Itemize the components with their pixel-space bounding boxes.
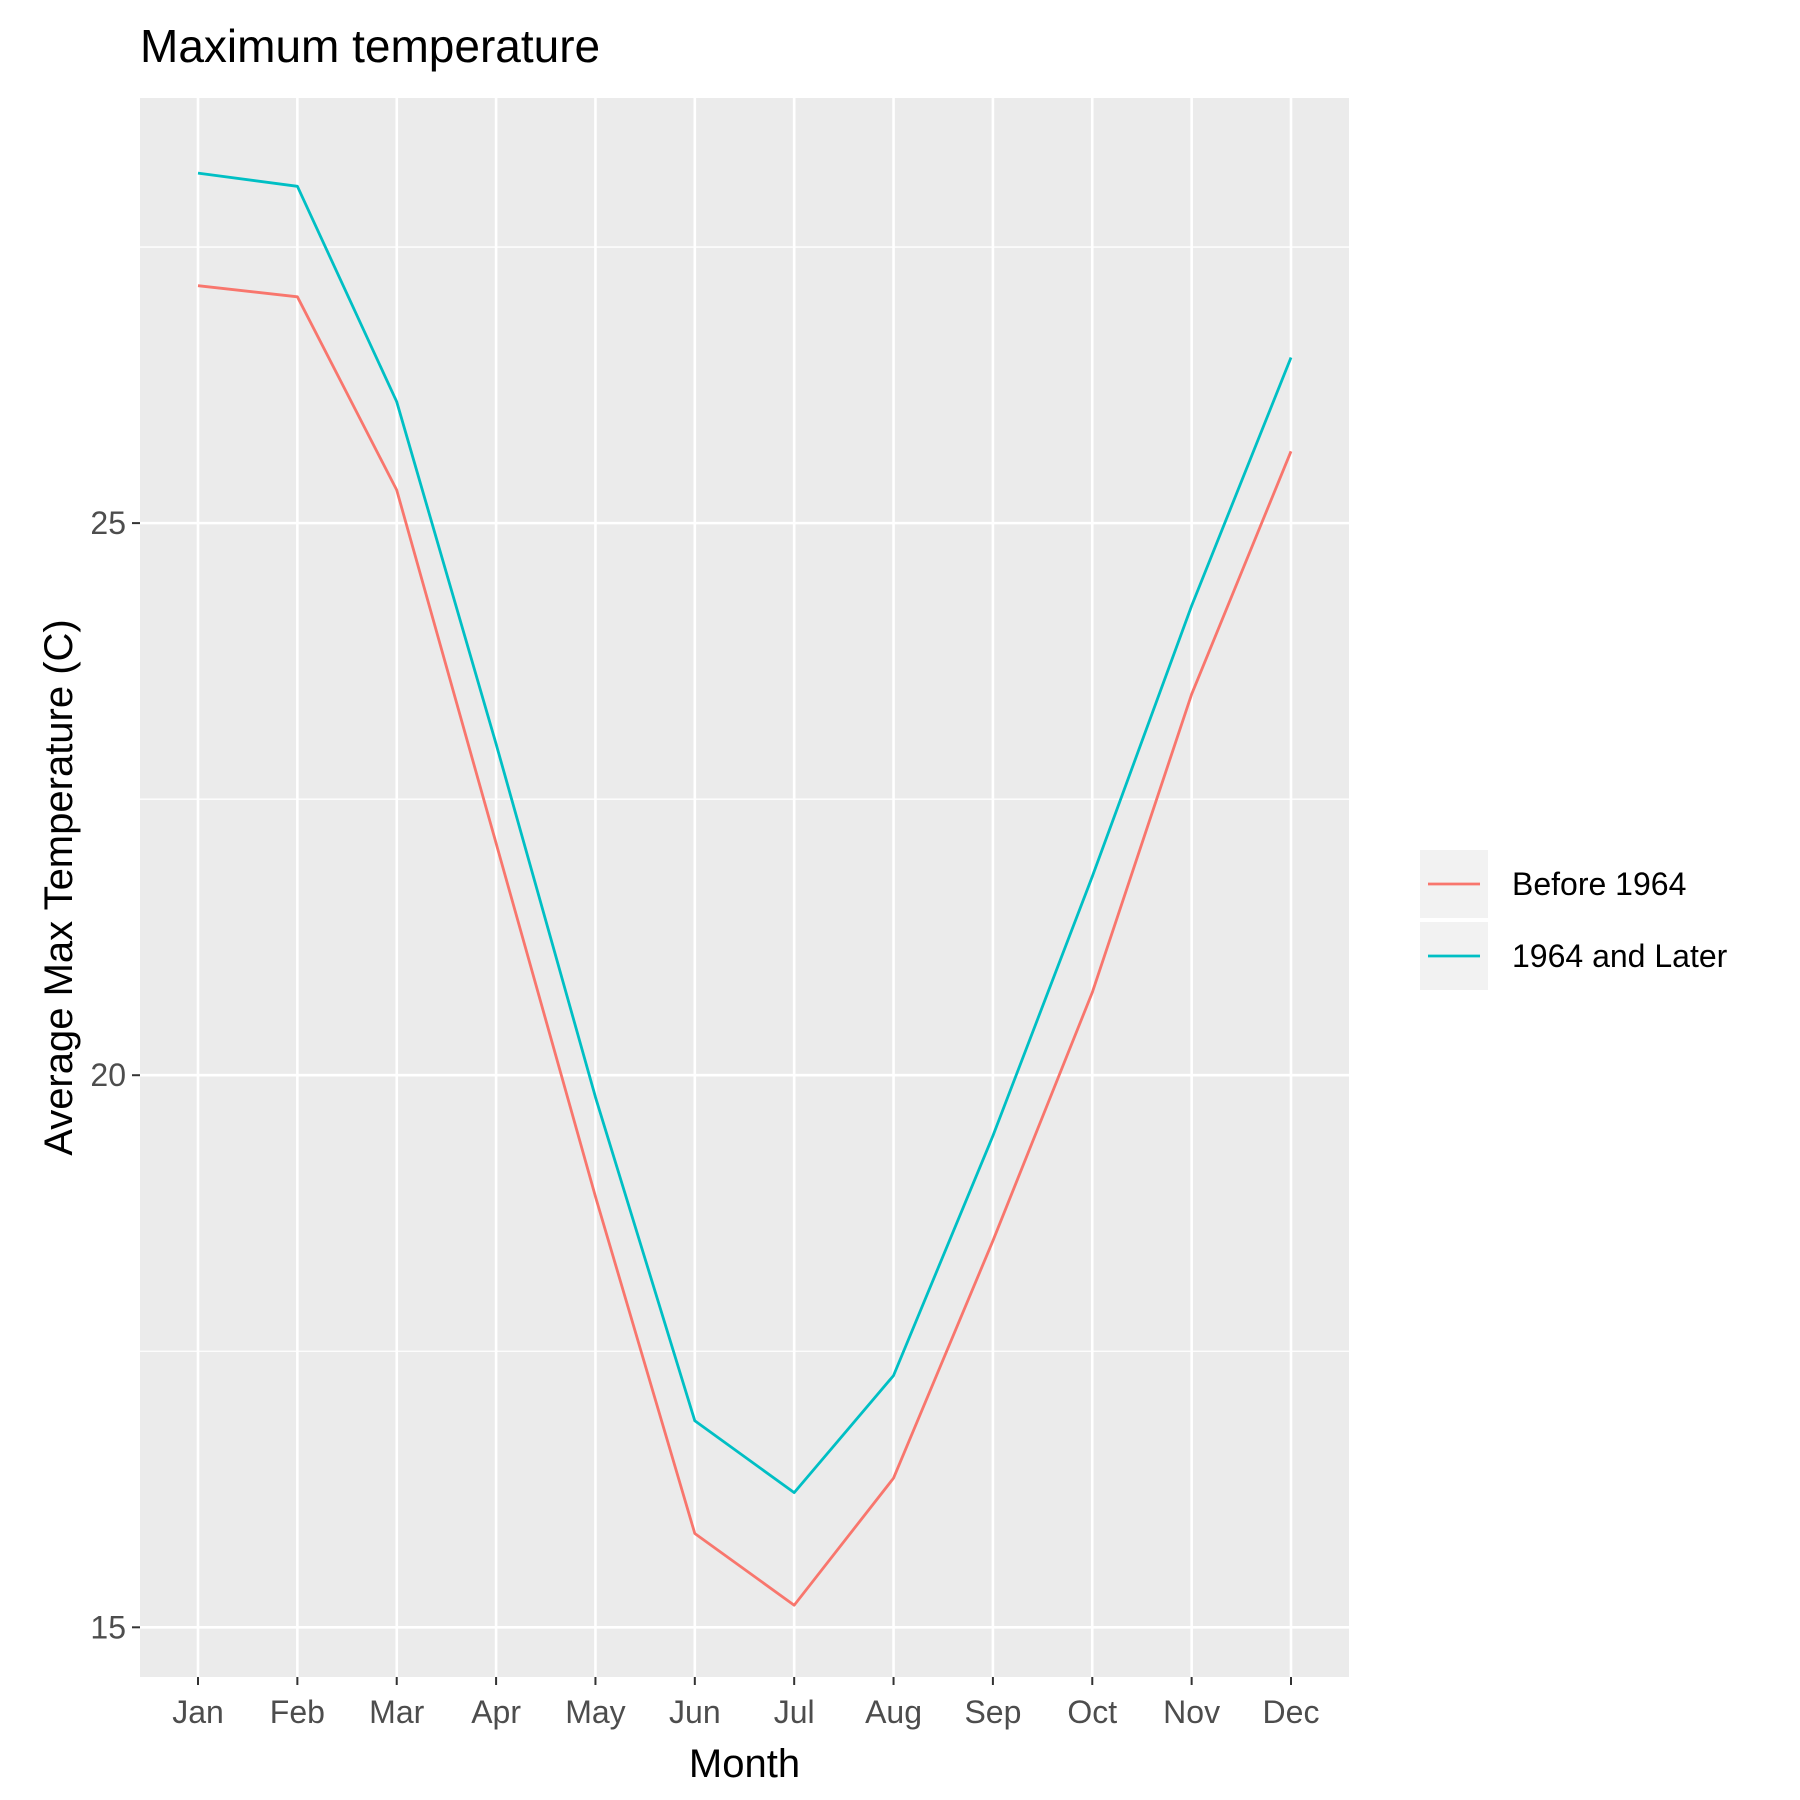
- x-axis: Jan Feb Mar Apr May Jun Jul Aug Sep Oct Nov Dec: [172, 1677, 1319, 1730]
- x-tick-label: Dec: [1263, 1694, 1320, 1730]
- minor-gridlines: [140, 246, 1349, 1352]
- x-tick-label: Nov: [1163, 1694, 1220, 1730]
- legend-label: 1964 and Later: [1512, 938, 1728, 974]
- legend: Before 1964 1964 and Later: [1420, 850, 1728, 990]
- x-tick-label: Sep: [964, 1694, 1021, 1730]
- plot-panel: [140, 98, 1349, 1677]
- y-tick-label: 20: [90, 1057, 126, 1093]
- series-lines: [197, 171, 1293, 1607]
- y-axis-title: Average Max Temperature (C): [37, 619, 81, 1156]
- legend-label: Before 1964: [1512, 866, 1686, 902]
- x-tick-label: Jun: [669, 1694, 721, 1730]
- major-gridlines: [140, 98, 1349, 1677]
- x-axis-title: Month: [689, 1742, 800, 1786]
- x-tick-label: Jul: [774, 1694, 815, 1730]
- y-tick-label: 25: [90, 505, 126, 541]
- x-tick-label: Aug: [865, 1694, 922, 1730]
- series-line: [197, 171, 1293, 1494]
- x-tick-label: May: [565, 1694, 625, 1730]
- series-line: [197, 284, 1293, 1607]
- y-tick-label: 15: [90, 1609, 126, 1645]
- x-tick-label: Apr: [471, 1694, 521, 1730]
- x-tick-label: Jan: [172, 1694, 224, 1730]
- x-tick-label: Feb: [270, 1694, 325, 1730]
- chart-title: Maximum temperature: [140, 20, 600, 72]
- x-tick-label: Oct: [1067, 1694, 1117, 1730]
- x-tick-label: Mar: [369, 1694, 424, 1730]
- y-axis: 15 20 25: [90, 505, 140, 1645]
